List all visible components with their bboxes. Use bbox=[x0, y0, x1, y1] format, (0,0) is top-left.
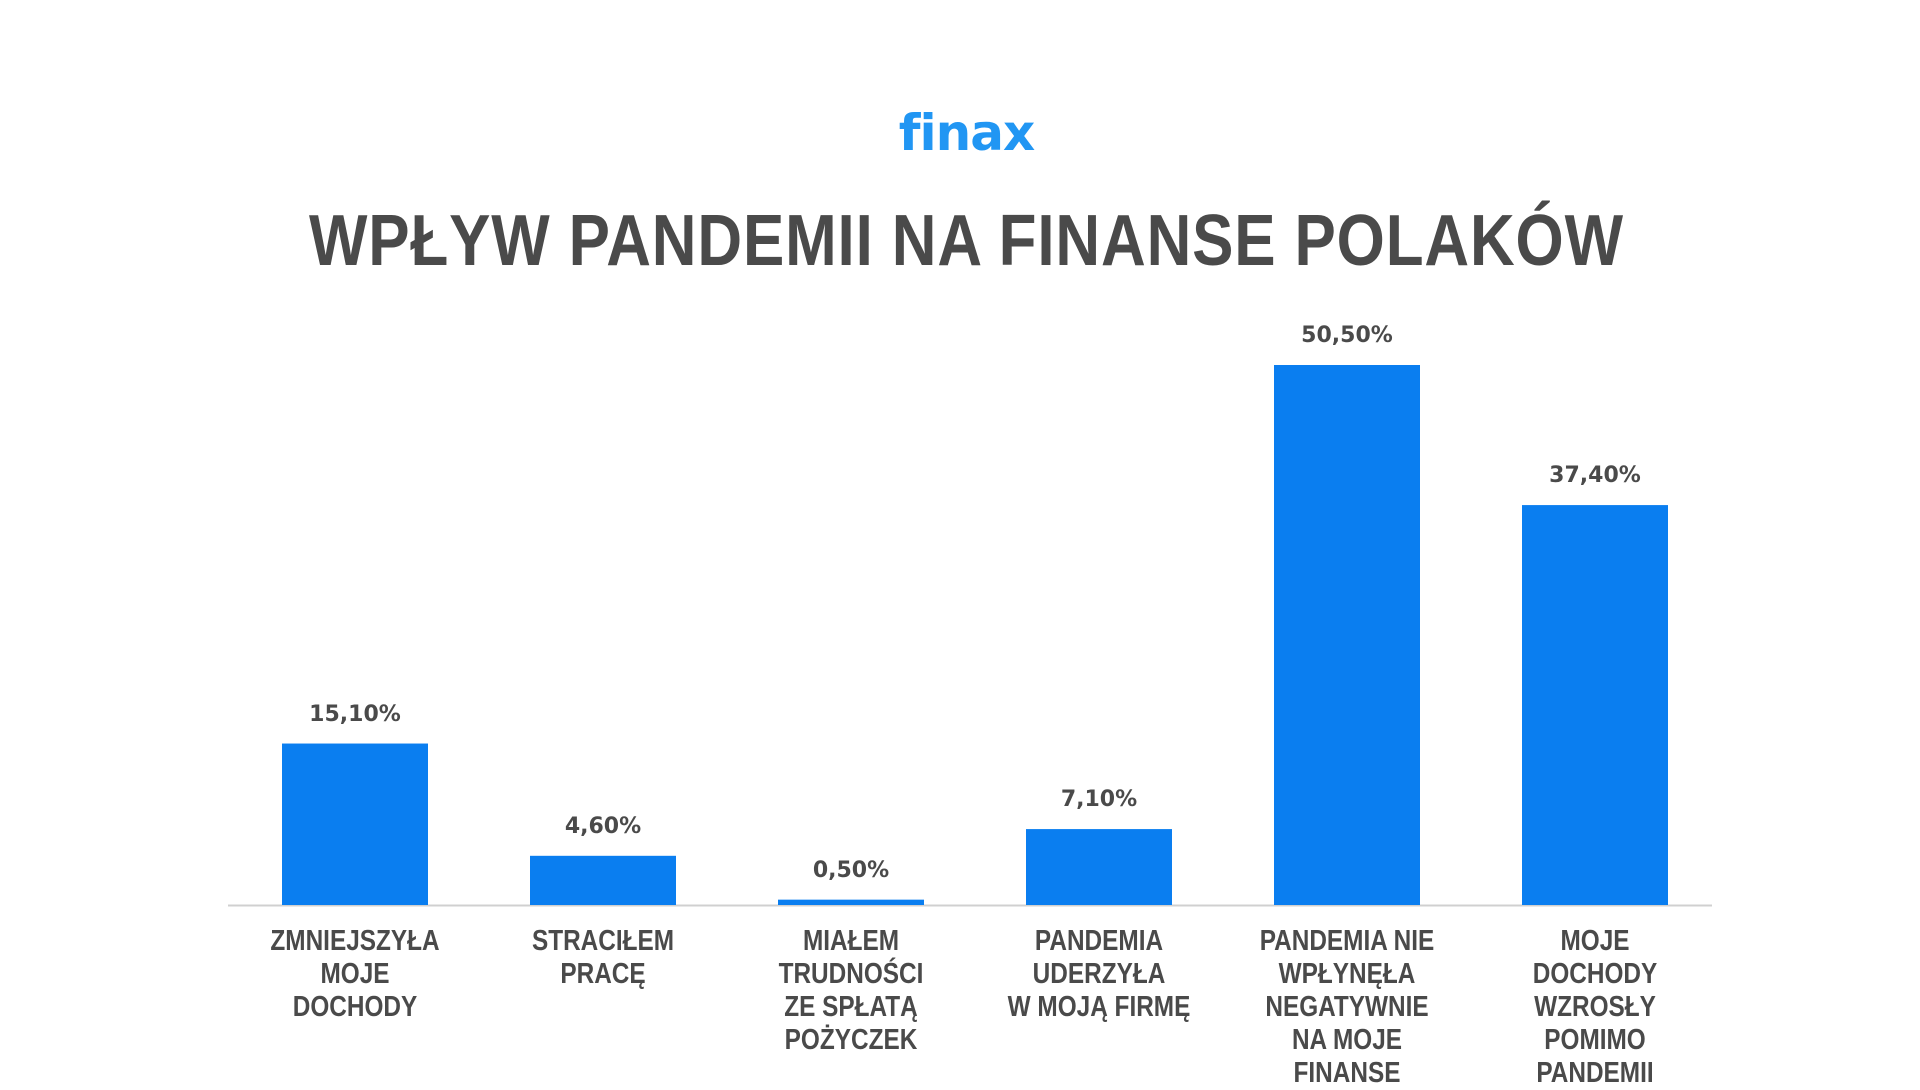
category-label: STRACIŁEM PRACĘ bbox=[531, 925, 675, 990]
chart-title: WPŁYW PANDEMII NA FINANSE POLAKÓW bbox=[308, 201, 1624, 281]
bar bbox=[530, 855, 676, 905]
data-label: 50,50% bbox=[1301, 323, 1393, 348]
bar bbox=[1026, 829, 1172, 905]
category-label: PANDEMIA NIE WPŁYNĘŁA NEGATYWNIE NA MOJE… bbox=[1259, 925, 1435, 1089]
data-label: 7,10% bbox=[1060, 787, 1138, 813]
bar bbox=[778, 899, 924, 905]
category-label: MOJE DOCHODY WZROSŁY POMIMO PANDEMII bbox=[1532, 925, 1658, 1089]
finax-logo: finax bbox=[898, 104, 1035, 162]
bar bbox=[1274, 365, 1420, 905]
data-label: 37,40% bbox=[1549, 463, 1641, 489]
category-label: MIAŁEM TRUDNOŚCI ZE SPŁATĄ POŻYCZEK bbox=[778, 925, 924, 1056]
data-label: 4,60% bbox=[564, 813, 642, 839]
data-label: 15,10% bbox=[309, 701, 401, 727]
category-label: PANDEMIA UDERZYŁA W MOJĄ FIRMĘ bbox=[1007, 925, 1191, 1023]
bar bbox=[1522, 505, 1668, 905]
category-label: ZMNIEJSZYŁA MOJE DOCHODY bbox=[270, 925, 440, 1023]
data-label: 0,50% bbox=[812, 857, 890, 883]
bar bbox=[282, 743, 428, 905]
